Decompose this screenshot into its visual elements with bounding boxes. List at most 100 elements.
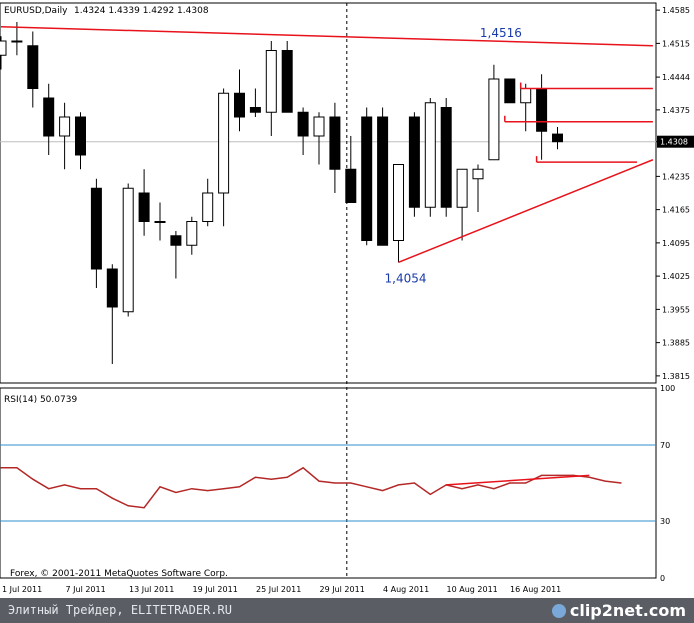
candle-body [202, 192, 214, 222]
x-axis-label: 7 Jul 2011 [66, 585, 106, 594]
candle-body [249, 107, 261, 113]
candle-body [186, 221, 198, 246]
rsi-point [429, 493, 431, 495]
candle-body [265, 50, 277, 113]
candle-body [329, 116, 341, 170]
rsi-point [143, 507, 145, 509]
price-tick-label: 1.3955 [662, 305, 690, 314]
clip2net-logo: clip2net.com [551, 601, 686, 620]
price-tick-label: 1.4585 [662, 6, 690, 15]
price-tick-label: 1.4375 [662, 106, 690, 115]
candle-body [408, 116, 420, 208]
x-axis-label: 4 Aug 2011 [383, 585, 429, 594]
rsi-title: RSI(14) 50.0739 [4, 395, 77, 405]
rsi-point [270, 478, 272, 480]
price-annotation: 1,4054 [385, 271, 427, 285]
candle-body [106, 268, 118, 308]
rsi-point [16, 467, 18, 469]
rsi-point [334, 482, 336, 484]
price-panel [0, 2, 657, 384]
last-price-label: 1.4308 [660, 138, 688, 147]
rsi-trendline [446, 474, 590, 486]
candle-body [377, 116, 389, 246]
rsi-point [223, 488, 225, 490]
x-axis-label: 13 Jul 2011 [129, 585, 174, 594]
rsi-series-line [1, 466, 622, 509]
price-tick-label: 1.3885 [662, 339, 690, 348]
x-axis-label: 25 Jul 2011 [256, 585, 301, 594]
candle-body [281, 50, 293, 113]
rsi-point [32, 478, 34, 480]
price-tick-label: 1.4515 [662, 39, 690, 48]
candle-body [536, 88, 548, 132]
rsi-point [254, 476, 256, 478]
rsi-panel [0, 387, 657, 579]
trendline [398, 159, 654, 264]
footer-site-label: Элитный Трейдер, ELITETRADER.RU [8, 603, 232, 617]
candle-body [27, 45, 39, 89]
candle-body [43, 97, 55, 137]
candle-body [504, 78, 516, 104]
rsi-point [95, 488, 97, 490]
candle-body [170, 235, 182, 246]
rsi-point [159, 486, 161, 488]
rsi-point [207, 490, 209, 492]
rsi-point [318, 480, 320, 482]
candle-body [488, 78, 500, 161]
copyright-credit: Forex, © 2001-2011 MetaQuotes Software C… [10, 569, 228, 579]
rsi-point [238, 486, 241, 488]
rsi-point [302, 467, 304, 469]
ohlc-header: 1.4324 1.4339 1.4292 1.4308 [74, 6, 209, 16]
rsi-point [127, 505, 129, 507]
x-axis-label: 1 Jul 2011 [2, 585, 42, 594]
chart-title: EURUSD,Daily [4, 6, 68, 16]
rsi-point [525, 482, 527, 484]
rsi-point [366, 486, 368, 488]
last-price-box [657, 135, 694, 148]
candle-body [456, 168, 468, 208]
rsi-tick-label: 70 [660, 441, 670, 450]
candle-body [393, 164, 404, 241]
rsi-point [64, 484, 66, 486]
candle-body [138, 192, 150, 222]
rsi-point [620, 482, 622, 484]
rsi-point [111, 497, 113, 499]
price-tick-label: 1.3815 [662, 372, 690, 381]
candle-body [361, 116, 373, 241]
rsi-point [477, 484, 479, 486]
rsi-tick-label: 0 [660, 574, 665, 583]
candle-body [472, 168, 484, 180]
rsi-point [588, 476, 590, 478]
candle-body [11, 40, 23, 43]
price-tick-label: 1.4165 [662, 206, 690, 215]
candle-body [440, 107, 452, 208]
x-axis-label: 16 Aug 2011 [510, 585, 561, 594]
trendline [0, 26, 653, 47]
candle-body [90, 187, 102, 270]
price-tick-label: 1.4444 [662, 73, 690, 82]
rsi-tick-label: 30 [660, 517, 670, 526]
x-axis-label: 10 Aug 2011 [447, 585, 498, 594]
candle-body [520, 88, 532, 104]
clip2net-icon [551, 604, 566, 618]
rsi-point [397, 484, 400, 486]
rsi-point [350, 482, 352, 484]
candle-body [59, 116, 71, 137]
candle-body [218, 92, 230, 194]
candle-body [297, 111, 309, 137]
candle-body [75, 116, 86, 156]
candle-body [234, 92, 245, 118]
x-axis-label: 29 Jul 2011 [320, 585, 365, 594]
rsi-point [541, 474, 543, 476]
candle-body [345, 168, 357, 203]
footer-bar: Элитный Трейдер, ELITETRADER.RU clip2net… [0, 598, 694, 623]
price-tick-label: 1.4235 [662, 172, 690, 181]
clip2net-label: clip2net.com [569, 601, 686, 620]
price-annotation: 1,4516 [480, 26, 522, 40]
candle-body [552, 133, 563, 143]
rsi-tick-label: 100 [660, 384, 675, 393]
rsi-point [604, 480, 606, 482]
candle-body [313, 116, 325, 137]
price-tick-label: 1.4025 [662, 272, 690, 281]
